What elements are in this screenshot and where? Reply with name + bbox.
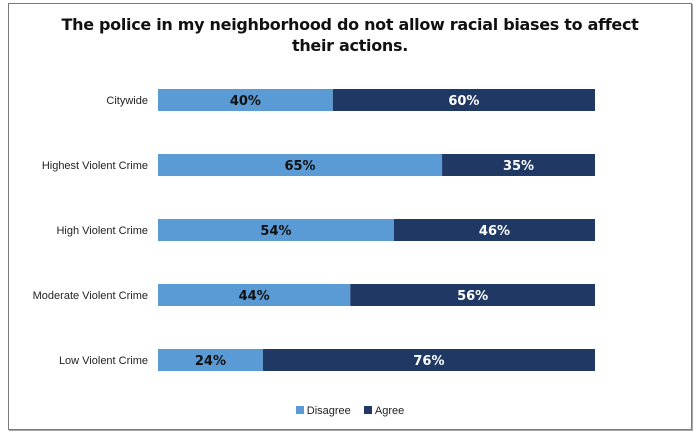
bar-disagree-highest-violent-crime [158,154,443,176]
legend: Disagree Agree [0,405,700,417]
bar-agree-moderate-violent-crime [350,284,595,306]
category-label-moderate-violent-crime: Moderate Violent Crime [33,290,148,302]
data-label-agree-moderate-violent-crime: 56% [457,289,488,304]
data-label-agree-high-violent-crime: 46% [479,224,510,239]
category-label-citywide: Citywide [106,95,148,107]
legend-item-disagree: Disagree [295,405,351,417]
legend-label-disagree: Disagree [306,405,351,417]
data-label-disagree-citywide: 40% [230,94,261,109]
legend-swatch-agree [363,406,372,414]
data-label-agree-low-violent-crime: 76% [413,354,444,369]
bar-disagree-citywide [158,89,333,111]
bar-agree-high-violent-crime [393,219,595,241]
legend-item-agree: Agree [363,405,405,417]
data-label-disagree-high-violent-crime: 54% [260,224,291,239]
data-label-agree-highest-violent-crime: 35% [503,159,534,174]
data-label-disagree-highest-violent-crime: 65% [284,159,315,174]
chart-title-line-1: The police in my neighborhood do not all… [61,15,639,34]
bar-disagree-moderate-violent-crime [158,284,351,306]
bar-agree-citywide [332,89,595,111]
category-label-low-violent-crime: Low Violent Crime [59,355,148,367]
category-label-highest-violent-crime: Highest Violent Crime [42,160,148,172]
data-label-agree-citywide: 60% [448,94,479,109]
bar-agree-highest-violent-crime [442,154,595,176]
chart-title: The police in my neighborhood do not all… [0,14,700,56]
bar-disagree-low-violent-crime [158,349,263,371]
bar-disagree-high-violent-crime [158,219,394,241]
legend-swatch-disagree [295,406,304,414]
category-label-high-violent-crime: High Violent Crime [56,225,148,237]
legend-label-agree: Agree [374,405,405,417]
data-label-disagree-moderate-violent-crime: 44% [239,289,270,304]
data-label-disagree-low-violent-crime: 24% [195,354,226,369]
bar-agree-low-violent-crime [262,349,595,371]
chart-title-line-2: their actions. [291,36,409,55]
